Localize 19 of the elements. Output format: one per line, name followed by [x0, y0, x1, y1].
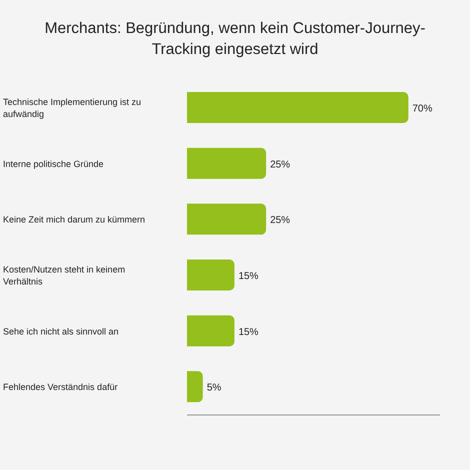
y-tick-label: Keine Zeit mich darum zu kümmern: [3, 214, 146, 225]
y-tick-label: Kosten/Nutzen steht in keinem Verhältnis: [3, 264, 126, 286]
bar: [187, 260, 234, 290]
bar: [187, 371, 203, 402]
data-label: 70%: [412, 104, 432, 114]
data-label: 5%: [206, 382, 222, 394]
bar: [187, 204, 266, 235]
bar: [187, 315, 234, 346]
y-tick-label: Technische Implementierung ist zu aufwändig: [3, 96, 142, 119]
data-label: 25%: [270, 215, 290, 226]
data-label: 15%: [238, 326, 259, 338]
data-label: 25%: [270, 159, 290, 170]
chart-title: Merchants: Begründung, wenn kein Customer-Journey-Tracking eingesetzt wird: [44, 19, 426, 60]
y-tick-label: Fehlendes Verständnis dafür: [3, 382, 118, 392]
bar: [187, 92, 408, 123]
y-tick-label: Interne politische Gründe: [3, 158, 104, 169]
data-label: 15%: [238, 271, 259, 282]
bar: [187, 148, 266, 179]
y-tick-label: Sehe ich nicht als sinnvoll an: [3, 326, 119, 336]
